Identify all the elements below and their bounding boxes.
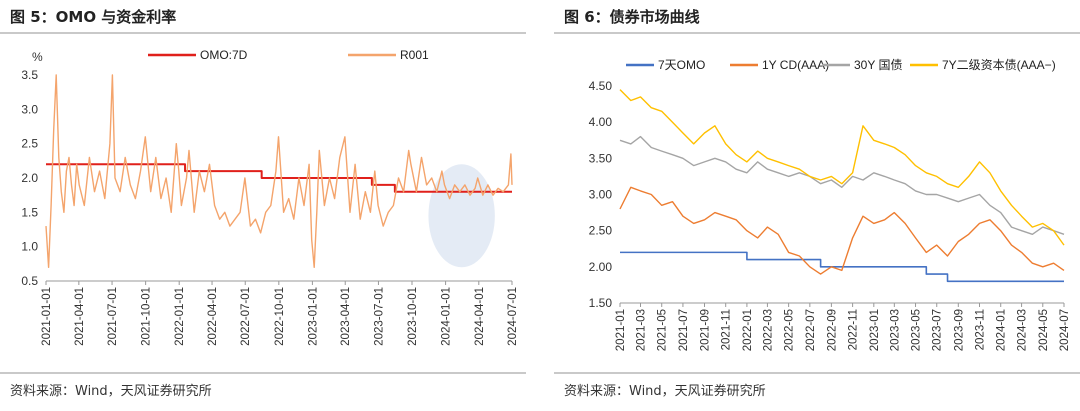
x-tick-label: 2023-07-01 (373, 287, 385, 346)
y-tick-label: 4.00 (589, 115, 613, 129)
x-tick-label: 2021-03 (636, 309, 648, 351)
omo-r001-chart: 0.5 1.0 1.5 2.0 2.5 3.0 3.5% 2021-01-01 2021-04-… (21, 48, 519, 346)
x-tick-label: 2024-01-01 (441, 287, 453, 346)
y-tick-label: 3.00 (589, 188, 613, 202)
x-tick-label: 2022-11 (848, 309, 860, 350)
legend-label: 7Y二级资本债(AAA−) (942, 58, 1056, 72)
bond-yield-chart: 1.50 2.00 2.50 3.00 3.50 4.00 4.50 2021-01 2021-… (589, 58, 1071, 351)
series-line-7y-aaa- (619, 89, 1065, 246)
y-tick-label: 4.50 (589, 79, 613, 93)
x-tick-label: 2021-04-01 (74, 287, 86, 346)
x-tick-label: 2024-05 (1038, 309, 1050, 351)
x-tick-label: 2022-10-01 (274, 287, 286, 346)
x-tick-label: 2021-01-01 (41, 287, 53, 346)
y-tick-label: 2.0 (21, 171, 38, 185)
x-tick-label: 2023-03 (889, 309, 901, 351)
x-tick-label: 2022-07 (805, 309, 817, 351)
left-chart-panel: 图 5：OMO 与资金利率 0.5 1.0 1.5 2.0 2.5 3.0 3.5% 2021… (0, 0, 526, 411)
x-tick-label: 2024-07 (1059, 309, 1071, 351)
y-tick-label: 0.5 (21, 274, 38, 288)
legend-label: 7天OMO (658, 58, 705, 72)
x-tick-label: 2024-07-01 (507, 287, 519, 346)
x-tick-label: 2022-01 (742, 309, 754, 351)
x-tick-label: 2022-09 (826, 309, 838, 351)
x-tick-label: 2022-01-01 (174, 287, 186, 346)
x-tick-label: 2022-04-01 (207, 287, 219, 346)
series-line-omo-7d (46, 163, 512, 193)
source-note: 资料来源：Wind，天风证券研究所 (10, 384, 212, 399)
x-tick-label: 2021-11 (721, 309, 733, 350)
chart-title: 图 5：OMO 与资金利率 (10, 8, 177, 26)
y-tick-label: 3.5 (21, 68, 38, 82)
title-divider (0, 32, 526, 34)
y-tick-label: 2.5 (21, 137, 38, 151)
chart-title: 图 6：债券市场曲线 (564, 8, 700, 26)
y-tick-label: 1.5 (21, 205, 38, 219)
series-line-1y-cd-aaa- (619, 186, 1065, 275)
x-tick-label: 2023-09 (953, 309, 965, 351)
x-tick-label: 2023-10-01 (407, 287, 419, 346)
x-tick-label: 2023-05 (911, 309, 923, 351)
x-tick-label: 2024-04-01 (474, 287, 486, 346)
series-line-r001 (45, 74, 513, 268)
y-tick-label: 1.0 (21, 240, 38, 254)
y-tick-label: 3.50 (589, 151, 613, 165)
x-tick-label: 2021-10-01 (141, 287, 153, 346)
title-divider (554, 32, 1080, 34)
x-tick-label: 2021-07-01 (107, 287, 119, 346)
x-tick-label: 2023-07 (932, 309, 944, 351)
x-tick-label: 2021-01 (615, 309, 627, 351)
y-tick-label: 2.00 (589, 260, 613, 274)
legend-label: R001 (400, 48, 429, 62)
right-chart-panel: 图 6：债券市场曲线 1.50 2.00 2.50 3.00 3.50 4.00 4.50 2… (554, 0, 1080, 411)
legend-label: OMO:7D (200, 48, 248, 62)
x-tick-label: 2024-01 (996, 309, 1008, 351)
x-tick-label: 2021-07 (678, 309, 690, 351)
y-tick-label: 2.50 (589, 224, 613, 238)
x-tick-label: 2023-01-01 (307, 287, 319, 346)
x-tick-label: 2022-07-01 (240, 287, 252, 346)
x-tick-label: 2023-04-01 (340, 287, 352, 346)
y-axis-unit: % (32, 50, 43, 64)
x-tick-label: 2021-05 (657, 309, 669, 351)
x-tick-label: 2021-09 (699, 309, 711, 351)
source-note: 资料来源：Wind，天风证券研究所 (564, 384, 766, 399)
y-tick-label: 3.0 (21, 102, 38, 116)
x-tick-label: 2022-05 (784, 309, 796, 351)
legend-label: 1Y CD(AAA) (762, 58, 829, 72)
x-tick-label: 2023-11 (975, 309, 987, 350)
x-tick-label: 2024-03 (1017, 309, 1029, 351)
x-tick-label: 2023-01 (869, 309, 881, 351)
x-tick-label: 2022-03 (762, 309, 774, 351)
series-line-7-omo (620, 251, 1064, 283)
series-line-30y- (619, 135, 1065, 235)
source-divider (554, 372, 1080, 374)
source-divider (0, 372, 526, 374)
y-tick-label: 1.50 (589, 296, 613, 310)
legend-label: 30Y 国债 (854, 58, 902, 72)
highlight-ellipse (428, 164, 495, 268)
